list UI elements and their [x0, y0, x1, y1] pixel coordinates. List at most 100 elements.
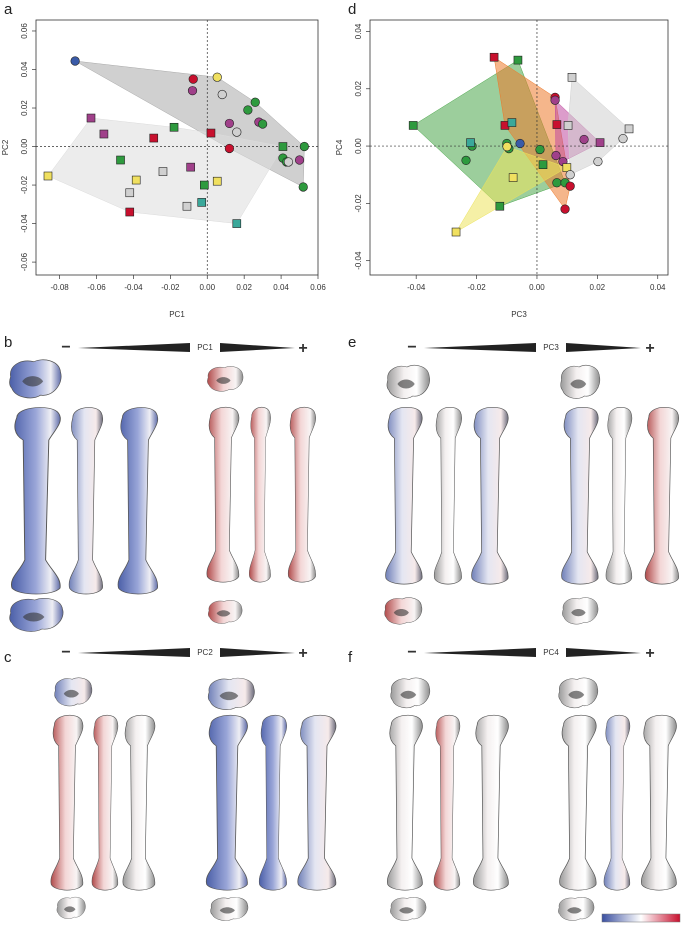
plus-sign: +: [645, 645, 654, 662]
y-tick-label: 0.06: [20, 23, 29, 39]
wedge: [566, 648, 641, 657]
pc-label: PC2: [197, 648, 213, 657]
point: [552, 178, 562, 188]
pc-label: PC4: [543, 648, 559, 657]
point: [565, 170, 575, 180]
pc-label: PC3: [543, 343, 559, 352]
point: [212, 176, 222, 186]
point: [294, 155, 305, 165]
wedge: [566, 343, 641, 352]
point: [232, 219, 242, 228]
point: [116, 155, 125, 165]
y-tick-label: 0.00: [354, 138, 363, 154]
plot-frame: [369, 19, 669, 276]
point: [513, 55, 523, 65]
point: [188, 74, 198, 84]
wedge: [220, 648, 295, 657]
bones-c-minus: [50, 677, 156, 920]
point: [43, 171, 53, 181]
panel-letter: e: [348, 334, 356, 351]
point: [149, 133, 159, 143]
point: [579, 134, 589, 145]
point: [565, 181, 575, 191]
point: [131, 175, 141, 185]
panel-letter: f: [348, 649, 353, 666]
point: [298, 182, 308, 192]
x-tick-label: -0.04: [124, 283, 143, 292]
y-tick-label: -0.06: [20, 252, 29, 271]
point: [595, 138, 605, 147]
panel-f-header: f − PC4 +: [348, 644, 655, 666]
y-tick-label: -0.04: [354, 251, 363, 270]
point: [86, 113, 96, 123]
point: [560, 204, 570, 214]
point: [158, 167, 168, 176]
point: [212, 72, 222, 82]
plus-sign: +: [298, 645, 307, 662]
y-tick-label: 0.02: [354, 80, 363, 96]
point: [278, 142, 288, 151]
point: [206, 128, 216, 138]
y-tick-label: 0.02: [20, 100, 29, 116]
point: [299, 141, 309, 152]
y-tick-label: -0.02: [20, 175, 29, 194]
y-axis-title: PC2: [1, 139, 10, 155]
point: [551, 150, 561, 161]
wedge: [424, 648, 536, 657]
plot-frame: [35, 19, 319, 276]
x-tick-label: 0.02: [236, 283, 252, 292]
wedge: [78, 648, 190, 657]
point: [593, 156, 603, 167]
point: [552, 120, 562, 129]
plus-sign: +: [645, 340, 654, 357]
panel-c-header: c − PC2 +: [4, 644, 308, 666]
point: [563, 121, 573, 130]
point: [125, 188, 135, 198]
bones-e-plus: [560, 364, 680, 625]
x-tick-label: -0.06: [87, 283, 106, 292]
x-tick-label: -0.08: [51, 283, 70, 292]
point: [461, 155, 471, 165]
point: [515, 138, 525, 149]
bones-c-plus: [205, 677, 337, 921]
point: [495, 201, 505, 211]
chart-d: d -0.04 -0.02 0.00 0.02 0.04 -0.04 -0.02 0.00 0.0…: [335, 1, 669, 319]
point: [232, 127, 242, 137]
point: [200, 180, 209, 190]
wedge: [220, 343, 295, 352]
x-tick-label: -0.04: [407, 283, 426, 292]
y-tick-label: -0.04: [20, 214, 29, 233]
y-tick-label: 0.04: [20, 61, 29, 77]
point: [502, 142, 512, 152]
point: [567, 73, 577, 82]
point: [99, 129, 109, 139]
point: [507, 118, 517, 127]
panel-letter: c: [4, 649, 12, 666]
bones-b-minus: [8, 359, 159, 633]
point: [508, 173, 518, 182]
x-tick-label: 0.06: [310, 283, 326, 292]
point: [125, 207, 135, 217]
point: [258, 119, 268, 129]
point: [224, 143, 235, 154]
wedge: [424, 343, 536, 352]
point: [186, 162, 195, 172]
y-axis-title: PC4: [335, 139, 344, 155]
point: [217, 89, 227, 100]
x-tick-label: 0.04: [650, 283, 666, 292]
x-tick-label: -0.02: [161, 283, 180, 292]
panel-letter: b: [4, 334, 12, 351]
point: [70, 56, 80, 66]
y-tick-label: 0.00: [20, 138, 29, 154]
point: [187, 86, 198, 96]
plus-sign: +: [298, 340, 307, 357]
point: [197, 198, 207, 207]
x-tick-label: -0.02: [467, 283, 486, 292]
point: [466, 138, 475, 147]
point: [624, 124, 634, 134]
point: [283, 157, 294, 167]
bones-b-plus: [206, 366, 317, 624]
minus-sign: −: [407, 339, 416, 356]
panel-e-header: e − PC3 +: [348, 334, 655, 357]
